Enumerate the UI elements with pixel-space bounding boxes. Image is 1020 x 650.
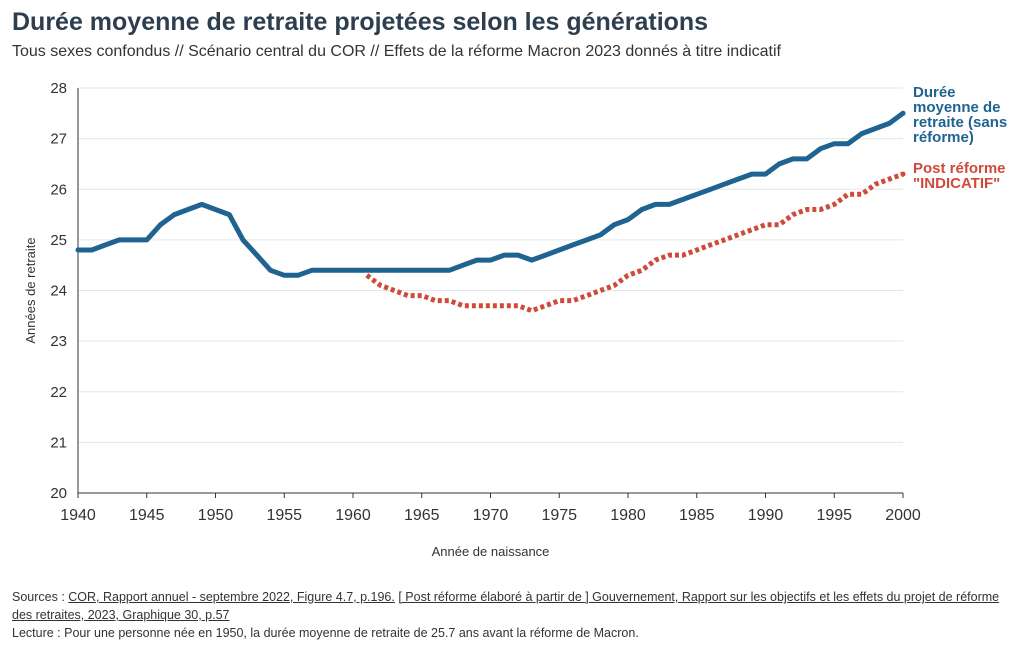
chart-footer: Sources : COR, Rapport annuel - septembr… [12,588,1002,642]
y-tick-label: 23 [50,333,67,350]
x-tick-label: 1960 [335,507,371,524]
series-end-point-2 [900,171,906,177]
series-line-1 [75,110,906,278]
x-tick-label: 1945 [129,507,165,524]
series-end-label-2: Post réforme [913,160,1006,177]
axis-layer: 20 21 22 23 24 25 26 27 28 1940 1945 1950 1955 1960 19… [23,80,921,559]
x-tick-label: 1940 [60,507,96,524]
series-line-2 [365,171,904,314]
x-tick-label: 1975 [541,507,577,524]
series-end-label-1: réforme) [913,129,974,146]
x-tick-label: 1985 [679,507,715,524]
series-end-label-1: moyenne de [913,99,1001,116]
y-tick-label: 21 [50,434,67,451]
grid-layer [78,87,903,494]
y-tick-label: 27 [50,131,67,148]
x-tick-label: 1955 [266,507,302,524]
x-tick-label: 1970 [473,507,509,524]
y-tick-label: 26 [50,181,67,198]
sources-prefix: Sources : [12,590,69,604]
series-layer [75,110,906,314]
source-link-gouvernement[interactable]: [ Post réforme élaboré à partir de ] Gou… [12,590,1000,622]
x-tick-label: 1965 [404,507,440,524]
y-tick-label: 24 [50,283,67,300]
series-end-label-2: "INDICATIF" [913,175,1000,192]
x-tick-label: 1990 [748,507,784,524]
x-axis-title: Année de naissance [432,544,550,559]
sources-line: Sources : COR, Rapport annuel - septembr… [12,588,1002,624]
y-tick-label: 28 [50,80,67,97]
chart-subtitle: Tous sexes confondus // Scénario central… [12,43,781,60]
y-tick-label: 20 [50,485,67,502]
reading-note: Lecture : Pour une personne née en 1950,… [12,626,639,640]
line-chart: 20 21 22 23 24 25 26 27 28 1940 1945 1950 1955 1960 19… [23,80,1007,559]
series-end-label-1: retraite (sans [913,114,1007,131]
y-axis-title: Années de retraite [23,237,38,343]
y-tick-label: 25 [50,232,67,249]
source-link-cor[interactable]: COR, Rapport annuel - septembre 2022, Fi… [68,590,395,604]
chart-title: Durée moyenne de retraite projetées selo… [12,8,709,36]
series-end-label-1: Durée [913,84,956,101]
x-tick-label: 1950 [198,507,234,524]
x-tick-label: 1995 [816,507,852,524]
series-end-point-1 [900,110,906,116]
y-tick-label: 22 [50,384,67,401]
x-tick-label: 1980 [610,507,646,524]
x-tick-label: 2000 [885,507,921,524]
